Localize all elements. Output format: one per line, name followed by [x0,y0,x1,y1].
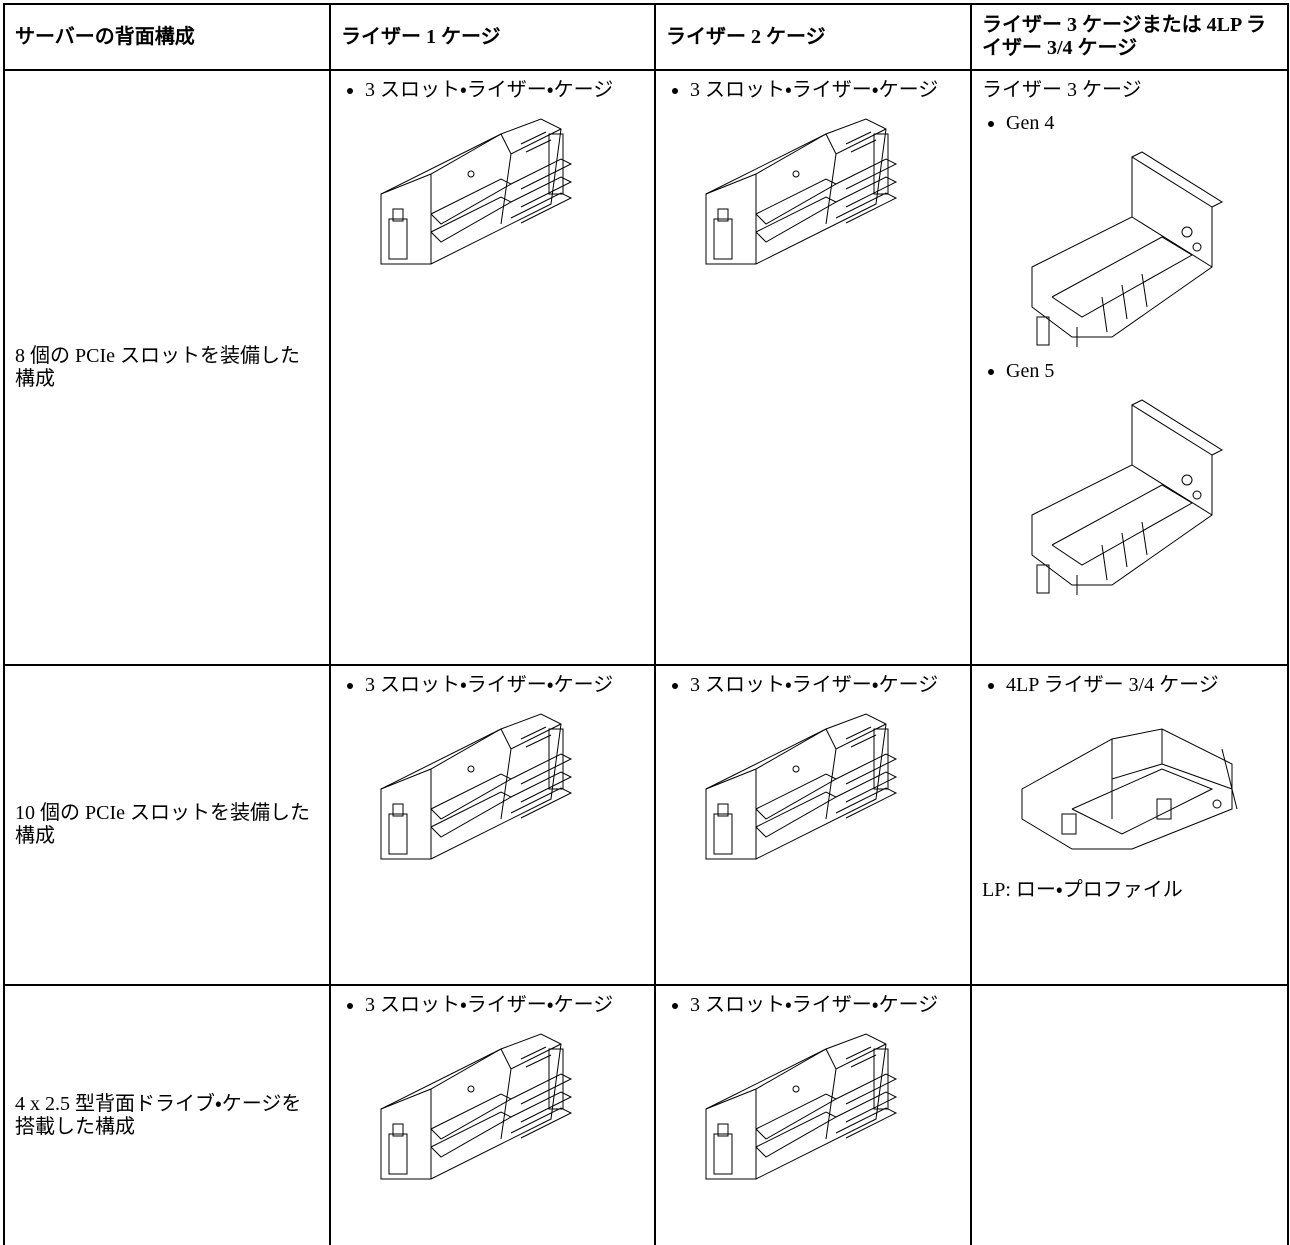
header-cell: ライザー 1 ケージ [329,3,656,71]
list-item: 3 スロット・ライザー・ケージ [365,994,644,1017]
list: 3 スロット・ライザー・ケージ [666,79,960,102]
riser-image [380,118,572,265]
header-cell: ライザー 3 ケージまたは 4LP ライザー 3/4 ケージ [970,3,1289,71]
list: 3 スロット・ライザー・ケージ [666,674,960,697]
list: Gen 4 [982,112,1277,135]
row: 4 x 2.5 型背面ドライブ・ケージを搭載した構成 3 スロット・ライザー・ケ… [3,984,1289,1245]
row-label: 4 x 2.5 型背面ドライブ・ケージを搭載した構成 [3,984,331,1245]
cell: 3 スロット・ライザー・ケージ [654,664,972,986]
list: 3 スロット・ライザー・ケージ [666,994,960,1017]
list-item: Gen 4 [1006,112,1277,135]
cell: 3 スロット・ライザー・ケージ [329,69,656,666]
gen5-image [1031,399,1223,596]
header-cell: サーバーの背面構成 [3,3,331,71]
riser-image [380,1033,572,1180]
list-item: Gen 5 [1006,360,1277,383]
list-item: 3 スロット・ライザー・ケージ [690,994,960,1017]
row-label: 8 個の PCIe スロットを装備した構成 [3,69,331,666]
cell [970,984,1289,1245]
riser-image [380,713,572,860]
lp-riser-image [1021,728,1238,850]
list: 4LP ライザー 3/4 ケージ [982,674,1277,697]
cell-heading: ライザー 3 ケージ [982,79,1142,101]
cell: 3 スロット・ライザー・ケージ [654,984,972,1245]
row: 10 個の PCIe スロットを装備した構成 3 スロット・ライザー・ケージ 3… [3,664,1289,986]
list-item: 3 スロット・ライザー・ケージ [690,674,960,697]
list-item: 3 スロット・ライザー・ケージ [690,79,960,102]
list: Gen 5 [982,360,1277,383]
cell: 3 スロット・ライザー・ケージ [329,984,656,1245]
riser-image [705,1033,897,1180]
list-item: 3 スロット・ライザー・ケージ [365,674,644,697]
list: 3 スロット・ライザー・ケージ [341,674,644,697]
note: LP: ロー・プロファイル [982,879,1183,901]
cell: 3 スロット・ライザー・ケージ [329,664,656,986]
riser-table: サーバーの背面構成 ライザー 1 ケージ ライザー 2 ケージ ライザー 3 ケ… [3,3,1289,1245]
cell: 4LP ライザー 3/4 ケージ LP: ロー・プロファイル [970,664,1289,986]
header-cell: ライザー 2 ケージ [654,3,972,71]
header-row: サーバーの背面構成 ライザー 1 ケージ ライザー 2 ケージ ライザー 3 ケ… [3,3,1289,71]
row: 8 個の PCIe スロットを装備した構成 3 スロット・ライザー・ケージ 3 … [3,69,1289,666]
riser-image [705,713,897,860]
cell: ライザー 3 ケージ Gen 4 Gen 5 [970,69,1289,666]
riser-image [705,118,897,265]
list-item: 3 スロット・ライザー・ケージ [365,79,644,102]
list: 3 スロット・ライザー・ケージ [341,79,644,102]
list: 3 スロット・ライザー・ケージ [341,994,644,1017]
cell: 3 スロット・ライザー・ケージ [654,69,972,666]
list-item: 4LP ライザー 3/4 ケージ [1006,674,1277,697]
gen4-image [1031,151,1223,348]
row-label: 10 個の PCIe スロットを装備した構成 [3,664,331,986]
